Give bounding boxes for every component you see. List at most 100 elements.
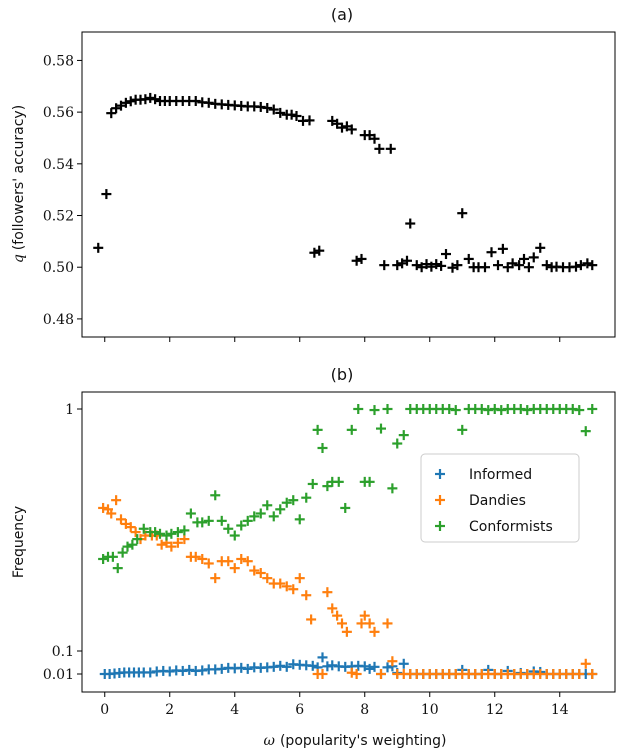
panel-a-point [514, 260, 525, 271]
legend-label-dandies: Dandies [469, 493, 526, 509]
panel-b-point-conformists [216, 515, 227, 526]
panel-b-point-informed [307, 660, 318, 671]
panel-a-xticks [104, 337, 561, 342]
panel-a-point [507, 258, 518, 269]
panel-a-point [379, 260, 390, 271]
panel-b-point-dandies [229, 563, 240, 574]
panel-b-point-conformists [262, 500, 273, 511]
panel-a-point [528, 252, 539, 263]
panel-b-point-conformists [387, 483, 398, 494]
panel-a-points [93, 92, 598, 273]
panel-b-point-conformists [255, 508, 266, 519]
panel-b-point-dandies [376, 669, 386, 679]
panel-a-point [497, 243, 508, 254]
panel-a-point [493, 260, 503, 271]
panel-b-point-dandies [364, 618, 375, 629]
panel-b-point-dandies [255, 568, 266, 579]
panel-b-point-dandies [116, 514, 126, 525]
panel-a-point [575, 260, 586, 271]
legend-marker-conformists [435, 521, 445, 531]
panel-b-point-dandies [190, 551, 201, 562]
panel-a-title: (a) [331, 5, 353, 24]
panel-b-point-dandies [382, 618, 393, 629]
panel-a-yticks: 0.48 0.50 0.52 0.54 0.56 0.58 [43, 53, 82, 328]
panel-a-point [140, 94, 151, 105]
panel-b-xticks: 0 2 4 6 8 10 12 14 [100, 692, 569, 718]
panel-b-point-conformists [457, 424, 468, 435]
panel-b-point-dandies [574, 669, 585, 679]
panel-a-ylabel: q (followers' accuracy) [11, 105, 27, 263]
panel-a: (a) 0.48 0.50 0.52 0.54 0.56 0.58 q (followers… [11, 5, 616, 342]
panel-b-axes-frame [81, 391, 616, 693]
panel-b-point-dandies [236, 553, 247, 564]
panel-b-point-dandies [275, 578, 286, 589]
panel-b-point-conformists [450, 405, 461, 416]
panel-b-point-dandies [98, 502, 109, 513]
panel-b-point-dandies [306, 614, 317, 625]
panel-b-point-conformists [288, 495, 299, 506]
panel-a-point [463, 253, 474, 264]
panel-b-xlabel-var: ω [264, 733, 276, 749]
panel-a-ytick-label: 0.48 [43, 312, 74, 328]
panel-b-point-conformists [98, 553, 109, 564]
panel-a-point [519, 253, 529, 264]
panel-a-point [262, 102, 273, 113]
panel-a-point [106, 108, 117, 119]
panel-b-ylabel: Frequency [11, 506, 27, 578]
panel-b-point-conformists [197, 517, 208, 528]
panel-b-point-conformists [587, 404, 598, 414]
panel-a-point [452, 260, 463, 271]
panel-b-point-dandies [106, 508, 117, 519]
panel-a-point [346, 124, 357, 135]
panel-a-point [571, 261, 581, 272]
panel-b-point-dandies [346, 667, 357, 678]
panel-b-point-conformists [150, 527, 161, 538]
panel-b-point-conformists [294, 514, 305, 525]
panel-a-point [535, 242, 546, 253]
panel-b-point-conformists [307, 478, 318, 489]
panel-b-xtick-label: 4 [230, 702, 239, 718]
panel-b-point-conformists [161, 530, 172, 541]
panel-b-point-dandies [369, 626, 380, 637]
panel-b-point-dandies [210, 573, 221, 584]
panel-a-point [304, 115, 315, 126]
panel-a-ylabel-var: q [11, 254, 27, 263]
legend-box [420, 453, 580, 543]
panel-b-point-conformists [392, 438, 403, 449]
legend-label-informed: Informed [469, 467, 532, 483]
panel-b-ytick-label: 0.1 [52, 644, 74, 660]
panel-b-point-dandies [341, 626, 352, 637]
panel-b-point-conformists [574, 405, 585, 416]
panel-a-ytick-label: 0.56 [43, 105, 74, 121]
panel-a-point [436, 260, 447, 271]
panel-b-point-conformists [117, 547, 128, 558]
panel-b-point-conformists [398, 430, 409, 441]
panel-b-point-dandies [332, 610, 343, 621]
panel-a-point [286, 109, 297, 120]
panel-b-point-conformists [249, 511, 260, 522]
panel-b-xtick-label: 12 [486, 702, 504, 718]
panel-a-ytick-label: 0.54 [43, 157, 74, 173]
panel-b-xtick-label: 6 [295, 702, 304, 718]
panel-b: (b) 0.01 0.1 1 0 2 4 6 8 10 12 14 Frequency ω (pop… [11, 365, 616, 749]
panel-b-ytick-label: 0.01 [43, 667, 74, 683]
panel-b-point-conformists [312, 424, 323, 435]
panel-a-point [337, 122, 347, 133]
panel-b-point-informed [242, 663, 253, 674]
panel-b-point-dandies [359, 610, 370, 621]
panel-b-point-dandies [156, 539, 167, 550]
panel-a-point [457, 208, 468, 219]
legend-marker-informed [435, 469, 445, 479]
panel-a-point [150, 94, 161, 105]
panel-b-point-conformists [242, 515, 253, 526]
panel-b-point-conformists [364, 476, 375, 487]
panel-b-point-conformists [223, 523, 234, 534]
panel-a-point [441, 249, 451, 260]
panel-b-point-dandies [294, 573, 305, 584]
panel-a-point [190, 96, 201, 107]
panel-b-point-dandies [203, 558, 214, 569]
panel-a-point [541, 260, 552, 271]
panel-b-point-conformists [127, 539, 138, 550]
panel-b-point-conformists [382, 404, 393, 414]
